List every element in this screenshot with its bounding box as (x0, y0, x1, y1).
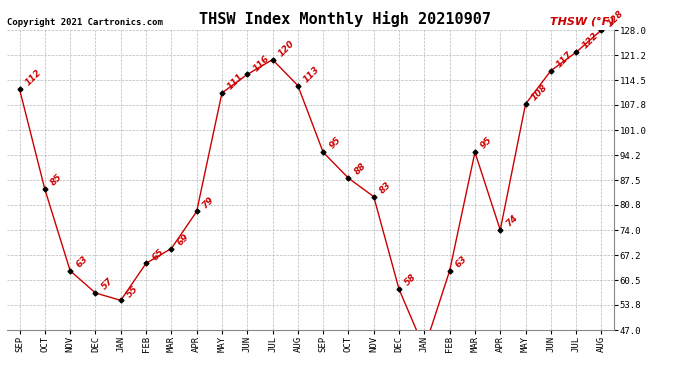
Text: 79: 79 (201, 195, 216, 210)
Text: 58: 58 (403, 273, 418, 288)
Text: 83: 83 (378, 180, 393, 195)
Text: 128: 128 (606, 9, 625, 28)
Text: 42: 42 (0, 374, 1, 375)
Text: 65: 65 (150, 247, 166, 262)
Text: 122: 122 (580, 31, 600, 51)
Text: THSW Index Monthly High 20210907: THSW Index Monthly High 20210907 (199, 11, 491, 27)
Text: 57: 57 (99, 276, 115, 292)
Text: 85: 85 (49, 172, 64, 188)
Text: 95: 95 (479, 136, 494, 151)
Text: 63: 63 (75, 254, 90, 269)
Text: 69: 69 (175, 232, 190, 247)
Text: 112: 112 (23, 68, 43, 88)
Text: 120: 120 (277, 39, 296, 58)
Text: Copyright 2021 Cartronics.com: Copyright 2021 Cartronics.com (7, 18, 163, 27)
Text: THSW (°F): THSW (°F) (550, 17, 614, 27)
Text: 95: 95 (327, 136, 342, 151)
Text: 63: 63 (454, 254, 469, 269)
Text: 108: 108 (530, 83, 549, 103)
Text: 74: 74 (504, 213, 520, 229)
Text: 113: 113 (302, 64, 322, 84)
Text: 111: 111 (226, 72, 246, 92)
Text: 116: 116 (251, 53, 271, 73)
Text: 88: 88 (353, 162, 368, 177)
Text: 55: 55 (125, 284, 140, 299)
Text: 117: 117 (555, 50, 575, 69)
